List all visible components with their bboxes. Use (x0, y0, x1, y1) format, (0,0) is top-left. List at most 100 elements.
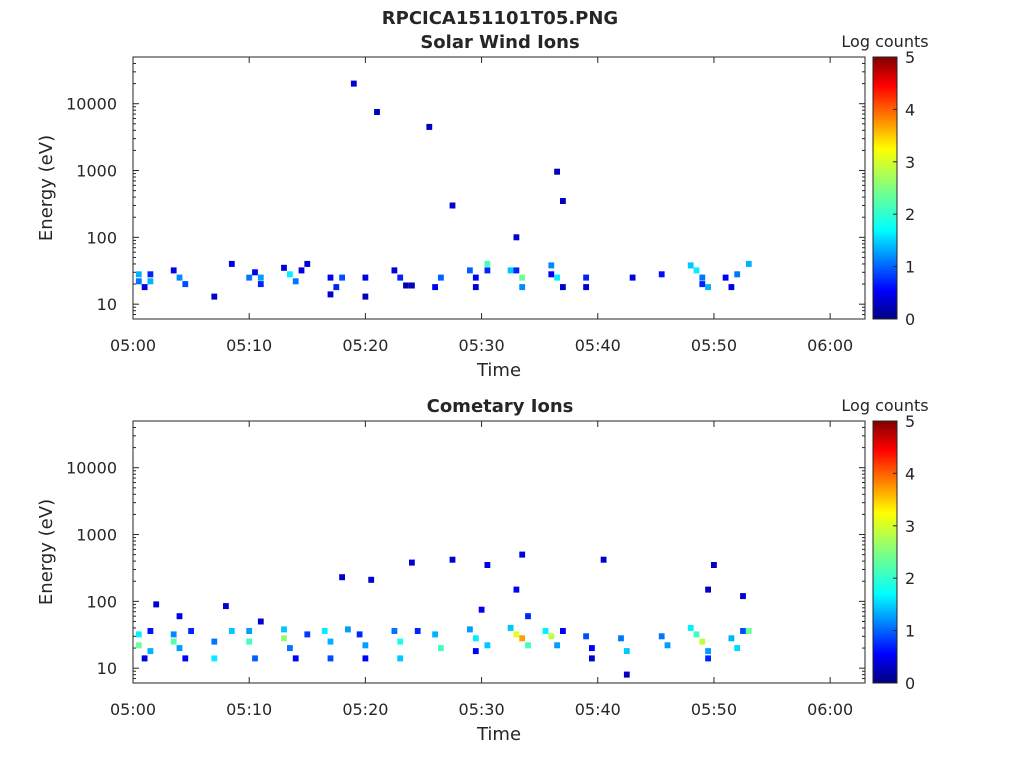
colorbar-tick-label: 3 (905, 153, 915, 172)
heatmap-cell (432, 284, 438, 291)
colorbar-tick-label: 2 (905, 205, 915, 224)
colorbar-tick-label: 1 (905, 622, 915, 641)
x-tick-label: 05:40 (575, 700, 621, 719)
heatmap-cell (356, 631, 363, 638)
heatmap-cell (472, 274, 479, 281)
heatmap-cell (176, 645, 183, 652)
heatmap-cell (304, 631, 311, 638)
heatmap-cell (745, 260, 752, 267)
x-tick-label: 05:10 (226, 336, 272, 355)
colorbar-ticks: 0 1 2 3 4 5 (893, 48, 915, 329)
heatmap-cell (287, 271, 293, 278)
heatmap-cell (740, 628, 746, 634)
heatmap-cell (246, 638, 253, 645)
cells-layer (135, 551, 752, 678)
heatmap-cell (728, 284, 735, 291)
heatmap-cell (484, 642, 491, 649)
heatmap-cell (182, 655, 189, 662)
heatmap-cell (484, 267, 491, 274)
heatmap-cell (664, 642, 671, 649)
heatmap-cell (623, 671, 630, 678)
x-tick-label: 05:30 (459, 336, 505, 355)
heatmap-cell (135, 278, 142, 285)
heatmap-cell (257, 274, 264, 281)
y-tick-label: 100 (86, 228, 117, 247)
heatmap-cell (362, 655, 369, 662)
heatmap-cell (211, 638, 218, 645)
heatmap-cell (339, 574, 345, 581)
heatmap-cell (745, 628, 752, 634)
heatmap-cell (583, 633, 589, 640)
x-ticks: 05:00 05:10 05:20 05:30 05:40 05:50 06:00 (110, 57, 853, 355)
heatmap-cell (176, 274, 183, 281)
heatmap-cell (693, 631, 700, 638)
heatmap-cell (472, 635, 479, 642)
heatmap-cell (403, 282, 409, 289)
heatmap-cell (658, 633, 665, 640)
heatmap-cell (298, 267, 305, 274)
heatmap-cell (257, 618, 264, 625)
x-tick-label: 05:50 (691, 700, 737, 719)
heatmap-cell (484, 562, 491, 568)
heatmap-cell (525, 613, 531, 620)
heatmap-cell (438, 645, 444, 652)
heatmap-cell (327, 274, 334, 281)
heatmap-cell (513, 586, 520, 593)
heatmap-cell (554, 642, 560, 649)
y-tick-label: 10000 (66, 459, 117, 478)
heatmap-cell (548, 633, 555, 640)
panel-title: Cometary Ions (427, 396, 574, 417)
heatmap-cell (484, 260, 491, 267)
heatmap-cell (472, 284, 479, 291)
colorbar-ticks: 0 1 2 3 4 5 (893, 412, 915, 693)
heatmap-cell (188, 628, 194, 634)
heatmap-cell (705, 284, 711, 291)
heatmap-cell (135, 642, 142, 649)
heatmap-cell (560, 198, 566, 204)
x-tick-label: 06:00 (807, 336, 853, 355)
heatmap-cell (734, 645, 741, 652)
heatmap-cell (711, 562, 717, 568)
heatmap-cell (734, 271, 741, 278)
heatmap-cell (478, 606, 485, 613)
colorbar-tick-label: 0 (905, 310, 915, 329)
heatmap-cell (693, 267, 700, 274)
heatmap-cell (327, 638, 334, 645)
y-tick-label: 1000 (76, 526, 117, 545)
heatmap-cell (519, 274, 526, 281)
heatmap-cell (507, 267, 514, 274)
heatmap-cell (705, 655, 711, 662)
heatmap-cell (374, 109, 380, 115)
y-tick-label: 10 (97, 659, 117, 678)
heatmap-cell (368, 576, 375, 583)
heatmap-cell (391, 628, 398, 634)
heatmap-cell (699, 274, 706, 281)
heatmap-cell (438, 274, 444, 281)
heatmap-cell (542, 628, 549, 634)
heatmap-cell (170, 638, 177, 645)
heatmap-cell (513, 631, 520, 638)
heatmap-cell (211, 655, 218, 662)
heatmap-cell (170, 631, 177, 638)
heatmap-cell (467, 626, 473, 633)
heatmap-cell (153, 601, 160, 608)
heatmap-cell (170, 267, 177, 274)
heatmap-cell (287, 645, 293, 652)
x-tick-label: 05:40 (575, 336, 621, 355)
x-tick-label: 05:20 (342, 700, 388, 719)
heatmap-cell (147, 628, 154, 634)
heatmap-cell (292, 655, 299, 662)
y-tick-label: 10000 (66, 95, 117, 114)
heatmap-cell (350, 80, 357, 87)
heatmap-cell (589, 655, 595, 662)
heatmap-cell (228, 628, 235, 634)
heatmap-cell (281, 626, 287, 633)
heatmap-cell (618, 635, 624, 642)
heatmap-cell (426, 123, 433, 130)
heatmap-cell (687, 624, 694, 631)
figure-title: RPCICA151101T05.PNG (382, 8, 618, 29)
colorbar-tick-label: 5 (905, 48, 915, 67)
heatmap-cell (432, 631, 438, 638)
x-tick-label: 05:50 (691, 336, 737, 355)
